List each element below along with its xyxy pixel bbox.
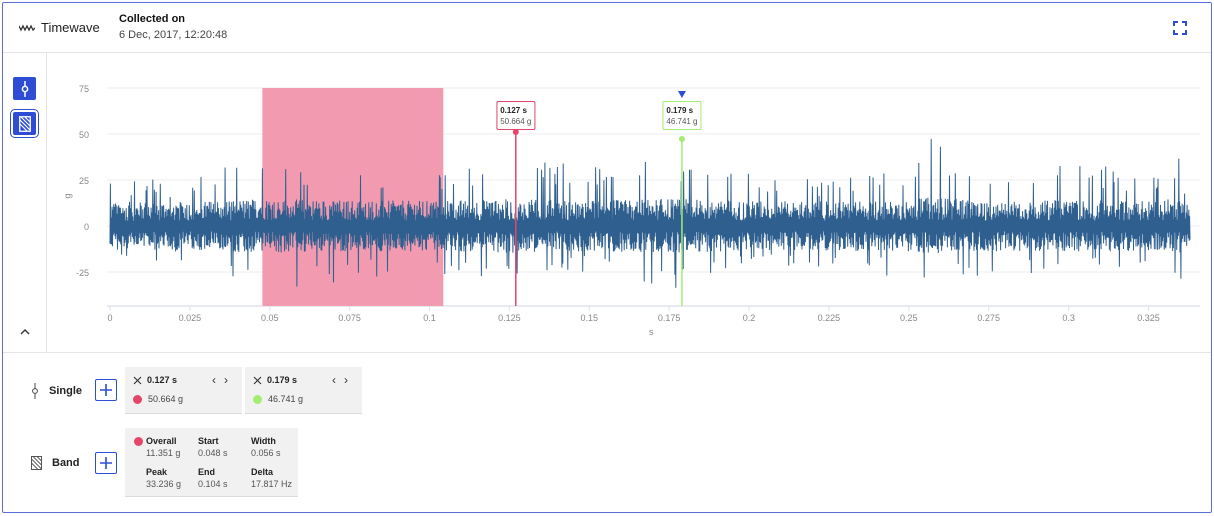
plus-icon [100, 457, 112, 469]
add-band-cursor-button[interactable] [95, 452, 117, 474]
chevron-left-icon[interactable]: ‹ [212, 373, 216, 387]
cursor-time: 0.179 s [267, 375, 298, 385]
add-single-cursor-button[interactable] [95, 379, 117, 401]
x-tick: 0.175 [657, 313, 681, 323]
x-axis-label: s [649, 327, 654, 337]
y-tick: 0 [83, 222, 89, 232]
chart-area: 75 50 25 0 -25 g 0 0.025 0.05 0.075 0.1 0.125… [3, 53, 1211, 353]
single-cursor-card[interactable]: 0.179 s ‹ › 46.741 g [245, 367, 362, 414]
x-tick: 0.15 [580, 313, 599, 323]
x-tick: 0.075 [338, 313, 361, 323]
band-width: Width 0.056 s [251, 436, 281, 458]
x-tick: 0.2 [742, 313, 756, 323]
cursor-1-label: 0.127 s 50.664 g [496, 101, 536, 130]
x-tick: 0.225 [817, 313, 841, 323]
cursor-handle[interactable] [678, 136, 685, 142]
single-label-text: Single [49, 385, 83, 397]
panel-title: Timewave [19, 20, 100, 35]
collected-info: Collected on 6 Dec, 2017, 12:20:48 [119, 13, 227, 41]
x-tick: 0.25 [900, 313, 918, 323]
x-tick: 0.3 [1062, 313, 1075, 323]
close-icon[interactable] [133, 376, 142, 385]
chevron-left-icon[interactable]: ‹ [332, 373, 336, 387]
collected-label: Collected on [119, 13, 186, 25]
chevron-right-icon[interactable]: › [344, 373, 348, 387]
x-tick: 0.1 [423, 313, 436, 323]
band-region[interactable] [262, 88, 444, 306]
band-cursor-icon [31, 456, 42, 470]
band-label-text: Band [52, 457, 80, 469]
collected-value: 6 Dec, 2017, 12:20:48 [119, 29, 228, 41]
expand-icon[interactable] [1173, 21, 1187, 35]
y-tick: 50 [78, 130, 89, 140]
cursor-handle[interactable] [512, 129, 519, 135]
waveform-icon [19, 24, 35, 31]
chevron-up-icon[interactable] [19, 327, 31, 337]
y-tick: -25 [75, 268, 89, 278]
timewave-chart[interactable]: 75 50 25 0 -25 g 0 0.025 0.05 0.075 0.1 0.125… [3, 53, 1213, 353]
single-cursor-icon [21, 80, 28, 97]
single-cursor-icon [32, 383, 38, 399]
close-icon[interactable] [253, 376, 262, 385]
x-tick: 0 [107, 313, 113, 323]
y-tick: 75 [78, 84, 89, 94]
band-cursor-card[interactable]: Overall 11.351 g Start 0.048 s Width 0.0… [125, 428, 298, 497]
cursor-value: 46.741 g [268, 394, 304, 404]
cursor-2-label: 0.179 s 46.741 g [662, 101, 702, 130]
x-tick: 0.125 [498, 313, 521, 323]
x-tick: 0.025 [178, 313, 202, 323]
band-row-label: Band [31, 456, 80, 470]
cursor-time: 0.127 s [147, 375, 178, 385]
chevron-right-icon[interactable]: › [224, 373, 228, 387]
cursor-value: 50.664 g [148, 394, 184, 404]
x-tick: 0.275 [977, 313, 1000, 323]
plot-canvas[interactable] [3, 53, 1213, 353]
band-delta: Delta 17.817 Hz [251, 467, 293, 489]
panel-header: Timewave Collected on 6 Dec, 2017, 12:20… [3, 3, 1211, 53]
x-tick: 0.05 [260, 313, 279, 323]
cursor-panel: Single 0.127 s ‹ › 50.664 g [3, 354, 1211, 514]
plus-icon [100, 384, 112, 396]
y-tick: 25 [78, 176, 89, 186]
x-tick: 0.325 [1137, 313, 1160, 323]
band-color-dot [134, 437, 143, 446]
cursor-color-dot [253, 394, 262, 404]
tool-sidebar [3, 53, 47, 353]
selected-cursor-marker-icon [677, 91, 686, 98]
title-text: Timewave [41, 20, 100, 35]
waveform-line [109, 138, 1191, 288]
single-row-label: Single [31, 383, 82, 399]
band-peak: Peak 33.236 g [146, 467, 182, 489]
band-start: Start 0.048 s [198, 436, 228, 458]
band-cursor-icon [18, 115, 31, 132]
cursor-color-dot [133, 394, 142, 404]
band-end: End 0.104 s [198, 467, 228, 489]
band-cursor-tool-button[interactable] [10, 109, 39, 138]
single-cursor-card[interactable]: 0.127 s ‹ › 50.664 g [125, 367, 242, 414]
band-overall: Overall 11.351 g [146, 436, 181, 458]
single-cursor-tool-button[interactable] [13, 77, 36, 100]
